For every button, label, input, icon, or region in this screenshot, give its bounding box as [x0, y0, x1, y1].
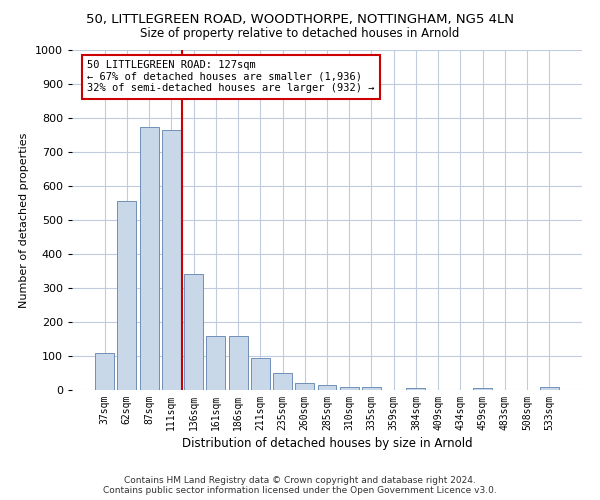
Bar: [140, 126, 158, 390]
Bar: [118, 202, 136, 390]
Text: 50, LITTLEGREEN ROAD, WOODTHORPE, NOTTINGHAM, NG5 4LN: 50, LITTLEGREEN ROAD, WOODTHORPE, NOTTIN…: [86, 12, 514, 26]
Bar: [273, 373, 292, 390]
Bar: [229, 336, 248, 390]
Bar: [95, 352, 114, 390]
Bar: [406, 388, 425, 390]
Bar: [251, 358, 270, 390]
Bar: [317, 385, 337, 390]
Bar: [340, 386, 359, 390]
Bar: [473, 388, 492, 390]
Text: Contains HM Land Registry data © Crown copyright and database right 2024.
Contai: Contains HM Land Registry data © Crown c…: [103, 476, 497, 495]
Bar: [540, 386, 559, 390]
Bar: [362, 386, 381, 390]
Bar: [162, 130, 181, 390]
Bar: [295, 383, 314, 390]
Y-axis label: Number of detached properties: Number of detached properties: [19, 132, 29, 308]
X-axis label: Distribution of detached houses by size in Arnold: Distribution of detached houses by size …: [182, 437, 472, 450]
Bar: [206, 336, 225, 390]
Text: 50 LITTLEGREEN ROAD: 127sqm
← 67% of detached houses are smaller (1,936)
32% of : 50 LITTLEGREEN ROAD: 127sqm ← 67% of det…: [88, 60, 375, 94]
Text: Size of property relative to detached houses in Arnold: Size of property relative to detached ho…: [140, 28, 460, 40]
Bar: [184, 274, 203, 390]
